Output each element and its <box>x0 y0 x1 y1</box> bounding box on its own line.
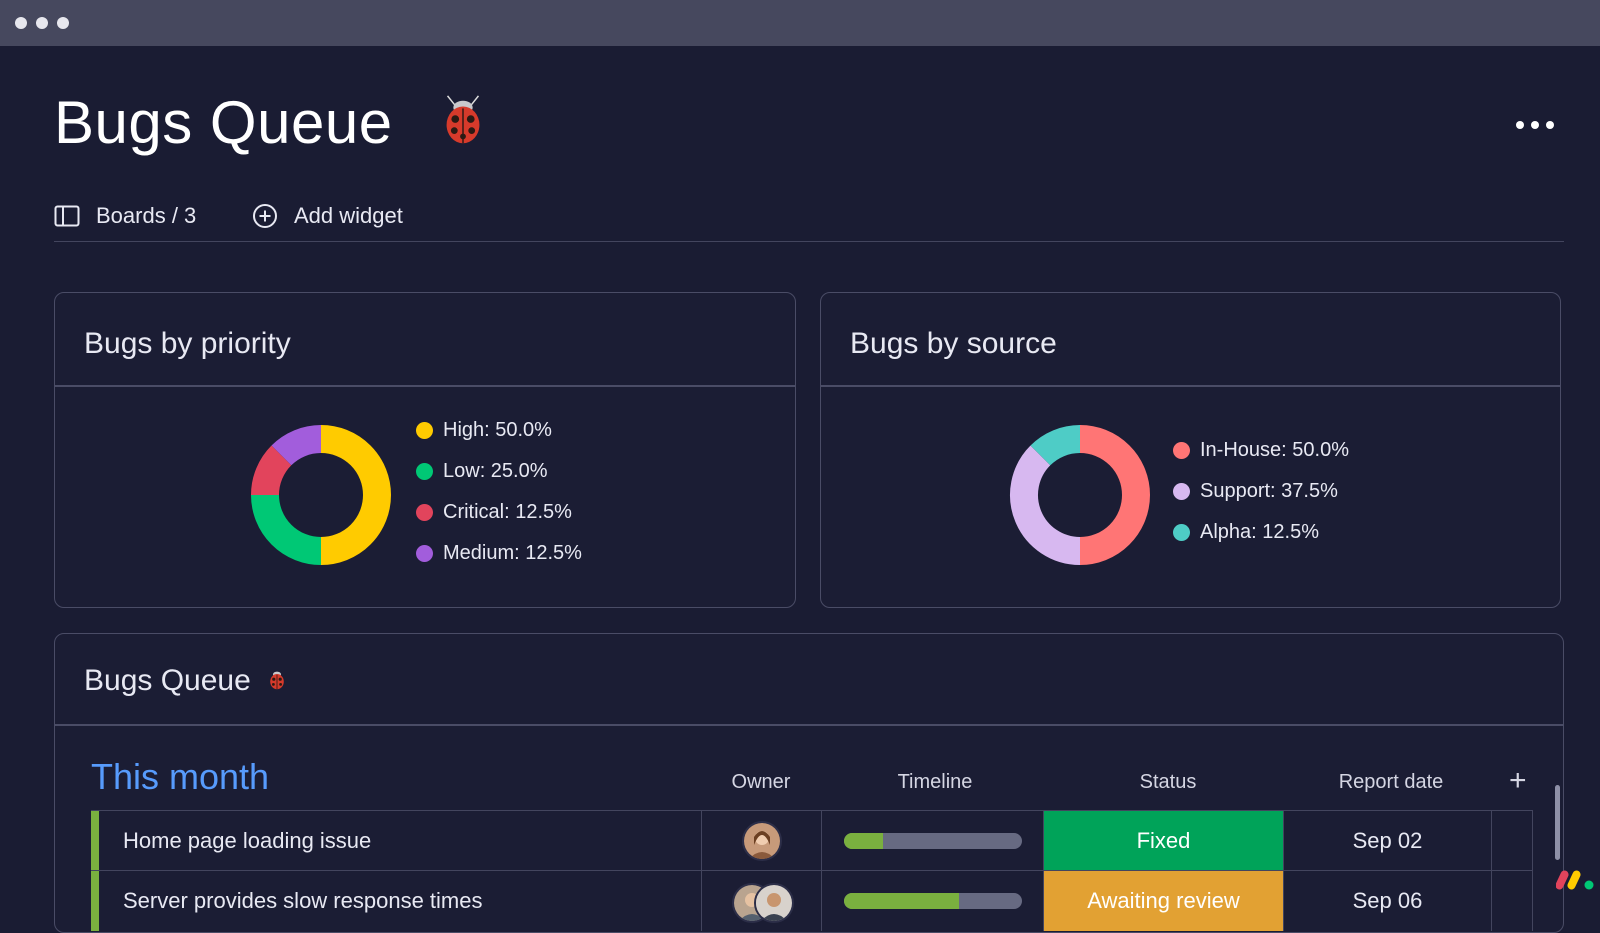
group-title[interactable]: This month <box>91 756 270 797</box>
avatar <box>753 883 794 923</box>
ladybug-icon <box>270 671 284 690</box>
boards-label: Boards / 3 <box>96 203 197 228</box>
widget-divider <box>55 724 1563 726</box>
source-donut-chart <box>1010 425 1150 565</box>
legend-item[interactable]: Medium: 12.5% <box>416 533 582 574</box>
owner-cell[interactable] <box>701 811 821 871</box>
empty-cell <box>1491 811 1533 871</box>
status-cell[interactable]: Fixed <box>1043 811 1283 871</box>
legend-dot-icon <box>1173 442 1190 459</box>
legend-label: Medium: 12.5% <box>443 542 582 564</box>
legend-item[interactable]: Support: 37.5% <box>1173 471 1349 512</box>
boards-button[interactable]: Boards / 3 <box>54 200 196 232</box>
widget-title: Bugs by priority <box>84 327 291 360</box>
report-date-cell[interactable]: Sep 06 <box>1283 871 1491 931</box>
donut-slice-alpha[interactable] <box>1030 425 1081 466</box>
board-title-wrap: Bugs Queue <box>84 664 289 698</box>
legend-label: High: 50.0% <box>443 419 552 441</box>
legend-label: Support: 37.5% <box>1200 480 1338 502</box>
page-title: Bugs Queue <box>54 89 393 156</box>
more-options-icon[interactable] <box>1516 117 1560 131</box>
timeline-cell[interactable] <box>821 811 1043 871</box>
avatar <box>741 821 782 861</box>
sidebar-panel-icon <box>54 205 80 227</box>
legend-item[interactable]: Critical: 12.5% <box>416 492 582 533</box>
add-widget-button[interactable]: Add widget <box>252 200 403 232</box>
priority-legend: High: 50.0% Low: 25.0% Critical: 12.5% Medi… <box>416 410 582 574</box>
legend-item[interactable]: Low: 25.0% <box>416 451 582 492</box>
vertical-scrollbar[interactable] <box>1555 785 1560 860</box>
donut-slice-low[interactable] <box>251 494 322 565</box>
ladybug-icon <box>446 95 480 144</box>
table-row[interactable]: Server provides slow response times A <box>91 870 1533 931</box>
board-widget: Bugs Queue This month Owner Timeline Sta… <box>54 633 1564 933</box>
timeline-progress <box>843 833 883 849</box>
empty-cell <box>1491 871 1533 931</box>
group-color-bar <box>91 871 99 931</box>
add-widget-label: Add widget <box>294 203 403 228</box>
window-dot-icon[interactable] <box>36 17 48 29</box>
add-column-button[interactable]: + <box>1509 764 1527 797</box>
column-header-timeline[interactable]: Timeline <box>897 771 973 793</box>
legend-dot-icon <box>416 545 433 562</box>
donut-slice-in-house[interactable] <box>1079 425 1150 565</box>
toolbar-divider <box>54 241 1564 242</box>
legend-item[interactable]: Alpha: 12.5% <box>1173 512 1349 553</box>
column-header-owner[interactable]: Owner <box>731 771 791 793</box>
legend-label: Critical: 12.5% <box>443 501 572 523</box>
legend-label: In-House: 50.0% <box>1200 439 1349 461</box>
plus-circle-icon <box>253 204 277 228</box>
timeline-bar <box>843 893 1022 909</box>
widget-divider <box>55 385 795 387</box>
legend-item[interactable]: In-House: 50.0% <box>1173 430 1349 471</box>
owner-cell[interactable] <box>701 871 821 931</box>
status-cell[interactable]: Awaiting review <box>1043 871 1283 931</box>
group-color-bar <box>91 811 99 871</box>
legend-dot-icon <box>416 463 433 480</box>
legend-dot-icon <box>416 504 433 521</box>
timeline-progress <box>843 893 960 909</box>
monday-logo-icon <box>1556 870 1594 890</box>
priority-donut-chart <box>251 425 391 565</box>
window-titlebar <box>0 0 1600 46</box>
legend-dot-icon <box>1173 524 1190 541</box>
avatar-group <box>731 883 794 923</box>
donut-slice-high[interactable] <box>320 425 391 565</box>
legend-dot-icon <box>416 422 433 439</box>
legend-dot-icon <box>1173 483 1190 500</box>
donut-slice-critical[interactable] <box>251 445 292 496</box>
donut-slice-medium[interactable] <box>271 425 322 466</box>
legend-label: Low: 25.0% <box>443 460 548 482</box>
legend-label: Alpha: 12.5% <box>1200 521 1319 543</box>
source-legend: In-House: 50.0% Support: 37.5% Alpha: 12.5… <box>1173 430 1349 553</box>
donut-slice-support[interactable] <box>1010 445 1081 565</box>
item-name[interactable]: Server provides slow response times <box>123 888 483 913</box>
window-dot-icon[interactable] <box>57 17 69 29</box>
board-title: Bugs Queue <box>84 664 251 697</box>
widget-divider <box>821 385 1560 387</box>
table-row[interactable]: Home page loading issue Fixed Sep 02 <box>91 810 1533 871</box>
column-header-status[interactable]: Status <box>1139 771 1197 793</box>
timeline-cell[interactable] <box>821 871 1043 931</box>
timeline-bar <box>843 833 1022 849</box>
legend-item[interactable]: High: 50.0% <box>416 410 582 451</box>
priority-widget: Bugs by priority High: 50.0% Low: 25.0% Cr… <box>54 292 796 608</box>
report-date-cell[interactable]: Sep 02 <box>1283 811 1491 871</box>
column-header-report-date[interactable]: Report date <box>1338 771 1444 793</box>
window-dot-icon[interactable] <box>15 17 27 29</box>
source-widget: Bugs by source In-House: 50.0% Support: 3… <box>820 292 1561 608</box>
item-name[interactable]: Home page loading issue <box>123 828 372 853</box>
widget-title: Bugs by source <box>850 327 1057 360</box>
